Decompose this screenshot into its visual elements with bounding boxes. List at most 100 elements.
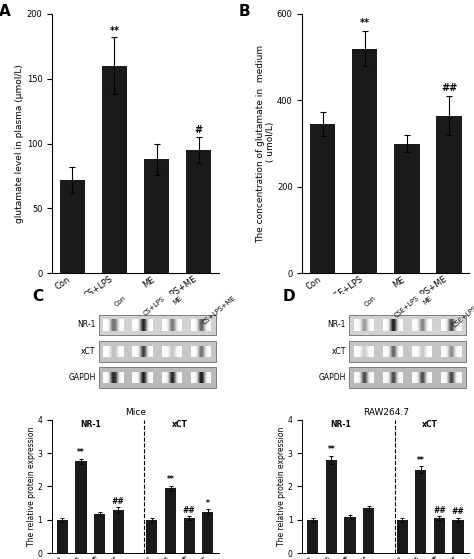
Bar <box>442 345 443 357</box>
Bar <box>149 372 150 383</box>
Bar <box>207 372 208 383</box>
Bar <box>177 372 178 383</box>
Text: xCT: xCT <box>422 420 438 429</box>
Bar <box>191 372 192 383</box>
Bar <box>60 180 85 273</box>
Bar <box>446 345 447 357</box>
Y-axis label: The relative protein expression: The relative protein expression <box>27 427 36 546</box>
Bar <box>132 345 134 357</box>
Bar <box>402 345 403 357</box>
Bar <box>181 372 182 383</box>
Bar <box>356 319 357 330</box>
Bar <box>99 367 216 388</box>
Bar <box>359 345 360 357</box>
Bar <box>437 116 462 273</box>
Bar <box>420 345 421 357</box>
Bar <box>458 345 459 357</box>
Bar <box>120 345 122 357</box>
Bar <box>457 319 458 330</box>
Bar <box>137 345 138 357</box>
Bar <box>167 345 168 357</box>
Text: D: D <box>283 290 295 305</box>
Bar <box>429 319 430 330</box>
Bar <box>193 372 194 383</box>
Bar <box>174 345 175 357</box>
Bar <box>349 341 466 362</box>
Bar <box>399 372 400 383</box>
Bar <box>103 345 104 357</box>
Bar <box>427 345 428 357</box>
Bar <box>457 345 458 357</box>
Bar <box>122 345 123 357</box>
Bar <box>142 319 143 330</box>
Bar <box>139 372 141 383</box>
Bar <box>198 372 199 383</box>
Bar <box>395 372 396 383</box>
Bar <box>449 345 450 357</box>
Bar <box>368 345 369 357</box>
Bar <box>181 345 182 357</box>
Bar <box>175 372 176 383</box>
Y-axis label: glutamate level in plasma (μmol/L): glutamate level in plasma (μmol/L) <box>15 64 24 223</box>
Bar <box>428 345 429 357</box>
Bar <box>209 345 210 357</box>
Bar <box>384 345 385 357</box>
Bar <box>116 319 117 330</box>
Bar <box>194 319 195 330</box>
Bar <box>183 518 195 553</box>
Bar <box>370 372 371 383</box>
Bar <box>143 319 144 330</box>
Bar <box>141 345 142 357</box>
Bar <box>371 345 372 357</box>
Text: B: B <box>239 3 251 18</box>
Bar <box>151 372 152 383</box>
Bar <box>166 319 167 330</box>
Text: xCT: xCT <box>81 347 96 356</box>
Text: ME: ME <box>172 295 183 306</box>
Bar <box>203 372 204 383</box>
Bar <box>355 319 356 330</box>
Bar <box>397 372 398 383</box>
Bar <box>387 319 388 330</box>
Bar <box>192 345 193 357</box>
Bar <box>175 319 176 330</box>
Bar <box>441 372 442 383</box>
Bar <box>200 345 201 357</box>
Bar <box>418 345 419 357</box>
Bar <box>385 319 386 330</box>
Bar <box>117 319 118 330</box>
Title: Mice: Mice <box>125 409 146 418</box>
Bar <box>400 319 401 330</box>
Bar <box>111 319 112 330</box>
Bar <box>201 345 202 357</box>
Bar <box>208 345 209 357</box>
Bar <box>139 345 141 357</box>
Bar <box>204 372 205 383</box>
Bar <box>372 319 373 330</box>
Bar <box>205 372 206 383</box>
Bar <box>200 372 201 383</box>
Text: **: ** <box>109 26 119 36</box>
Bar <box>453 520 464 553</box>
Bar <box>383 319 384 330</box>
Bar <box>397 345 398 357</box>
Bar <box>416 372 417 383</box>
Bar <box>416 319 417 330</box>
Bar <box>461 345 462 357</box>
Bar <box>210 372 211 383</box>
Bar <box>452 372 453 383</box>
Bar <box>118 319 119 330</box>
Bar <box>201 372 202 383</box>
Bar <box>99 341 216 362</box>
Text: ##: ## <box>112 497 125 506</box>
Bar <box>393 345 394 357</box>
Bar <box>146 345 147 357</box>
Bar <box>105 372 106 383</box>
Bar <box>372 372 373 383</box>
Bar <box>419 319 420 330</box>
Bar <box>162 345 163 357</box>
Bar <box>196 319 197 330</box>
Bar <box>359 372 360 383</box>
Bar <box>145 319 146 330</box>
Bar <box>116 372 117 383</box>
